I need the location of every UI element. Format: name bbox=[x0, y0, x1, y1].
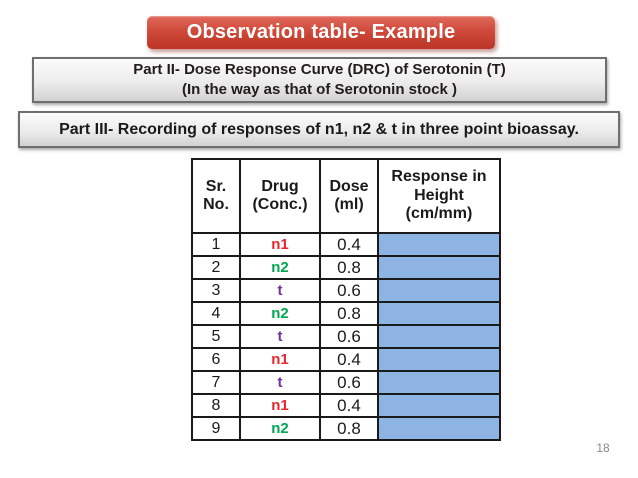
drug-cell: n1 bbox=[239, 393, 321, 418]
part2-box: Part II- Dose Response Curve (DRC) of Se… bbox=[32, 57, 607, 103]
dose-cell: 0.8 bbox=[319, 416, 379, 441]
dose-cell: 0.4 bbox=[319, 232, 379, 257]
observation-table: Sr. No. Drug (Conc.) Dose (ml) Response … bbox=[191, 158, 501, 441]
table-row: 4 n2 0.8 bbox=[191, 301, 501, 326]
sr-no-cell: 5 bbox=[191, 324, 241, 349]
dose-cell: 0.6 bbox=[319, 324, 379, 349]
sr-no-cell: 2 bbox=[191, 255, 241, 280]
title-banner: Observation table- Example bbox=[147, 16, 495, 49]
table-row: 2 n2 0.8 bbox=[191, 255, 501, 280]
table-row: 7 t 0.6 bbox=[191, 370, 501, 395]
table-row: 5 t 0.6 bbox=[191, 324, 501, 349]
response-cell bbox=[377, 393, 501, 418]
dose-cell: 0.6 bbox=[319, 278, 379, 303]
sr-no-cell: 6 bbox=[191, 347, 241, 372]
dose-cell: 0.6 bbox=[319, 370, 379, 395]
response-cell bbox=[377, 370, 501, 395]
drug-cell: t bbox=[239, 278, 321, 303]
sr-no-cell: 4 bbox=[191, 301, 241, 326]
dose-cell: 0.8 bbox=[319, 255, 379, 280]
response-cell bbox=[377, 278, 501, 303]
column-header-sr-no: Sr. No. bbox=[191, 158, 241, 234]
response-cell bbox=[377, 255, 501, 280]
table-row: 3 t 0.6 bbox=[191, 278, 501, 303]
drug-cell: t bbox=[239, 370, 321, 395]
sr-no-cell: 9 bbox=[191, 416, 241, 441]
slide-title: Observation table- Example bbox=[186, 21, 456, 43]
table-row: 6 n1 0.4 bbox=[191, 347, 501, 372]
column-header-drug: Drug (Conc.) bbox=[239, 158, 321, 234]
drug-cell: n1 bbox=[239, 232, 321, 257]
table-header-row: Sr. No. Drug (Conc.) Dose (ml) Response … bbox=[191, 158, 501, 234]
table-row: 8 n1 0.4 bbox=[191, 393, 501, 418]
part3-text: Part III- Recording of responses of n1, … bbox=[59, 120, 579, 138]
response-cell bbox=[377, 347, 501, 372]
drug-cell: t bbox=[239, 324, 321, 349]
drug-cell: n2 bbox=[239, 301, 321, 326]
response-cell bbox=[377, 301, 501, 326]
table-row: 9 n2 0.8 bbox=[191, 416, 501, 441]
sr-no-cell: 7 bbox=[191, 370, 241, 395]
sr-no-cell: 3 bbox=[191, 278, 241, 303]
part3-box: Part III- Recording of responses of n1, … bbox=[18, 111, 620, 148]
response-cell bbox=[377, 324, 501, 349]
page-number: 18 bbox=[596, 441, 610, 455]
part2-line1: Part II- Dose Response Curve (DRC) of Se… bbox=[133, 60, 506, 78]
response-cell bbox=[377, 416, 501, 441]
table-body: 1 n1 0.4 2 n2 0.8 3 t 0.6 4 n2 0.8 5 t 0.6 6 n1 0.4 7 t 0.6 8… bbox=[191, 232, 501, 441]
sr-no-cell: 8 bbox=[191, 393, 241, 418]
drug-cell: n2 bbox=[239, 255, 321, 280]
drug-cell: n2 bbox=[239, 416, 321, 441]
sr-no-cell: 1 bbox=[191, 232, 241, 257]
table-row: 1 n1 0.4 bbox=[191, 232, 501, 257]
column-header-dose: Dose (ml) bbox=[319, 158, 379, 234]
part2-line2: (In the way as that of Serotonin stock ) bbox=[181, 81, 458, 98]
dose-cell: 0.4 bbox=[319, 347, 379, 372]
column-header-response: Response in Height (cm/mm) bbox=[377, 158, 501, 234]
drug-cell: n1 bbox=[239, 347, 321, 372]
dose-cell: 0.4 bbox=[319, 393, 379, 418]
dose-cell: 0.8 bbox=[319, 301, 379, 326]
response-cell bbox=[377, 232, 501, 257]
